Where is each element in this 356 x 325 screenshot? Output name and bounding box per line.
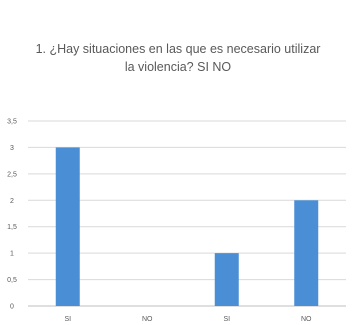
y-tick-label: 3 bbox=[10, 145, 14, 152]
bar bbox=[214, 253, 239, 306]
y-tick-label: 0,5 bbox=[7, 277, 17, 284]
x-tick-label: SI bbox=[64, 316, 71, 323]
y-tick-label: 0 bbox=[10, 304, 14, 311]
bar bbox=[294, 200, 319, 306]
y-tick-label: 1,5 bbox=[7, 224, 17, 231]
y-tick-label: 3,5 bbox=[7, 119, 17, 126]
x-tick-label: SI bbox=[223, 316, 230, 323]
bar bbox=[55, 147, 80, 306]
x-tick-label: NO bbox=[142, 316, 153, 323]
y-tick-label: 2 bbox=[10, 198, 14, 205]
y-tick-label: 2,5 bbox=[7, 171, 17, 178]
chart-title-line-1: 1. ¿Hay situaciones en las que es necesa… bbox=[35, 42, 321, 56]
y-tick-label: 1 bbox=[10, 251, 14, 258]
chart-title-line-2: la violencia? SI NO bbox=[124, 60, 232, 74]
x-tick-label: NO bbox=[301, 316, 312, 323]
